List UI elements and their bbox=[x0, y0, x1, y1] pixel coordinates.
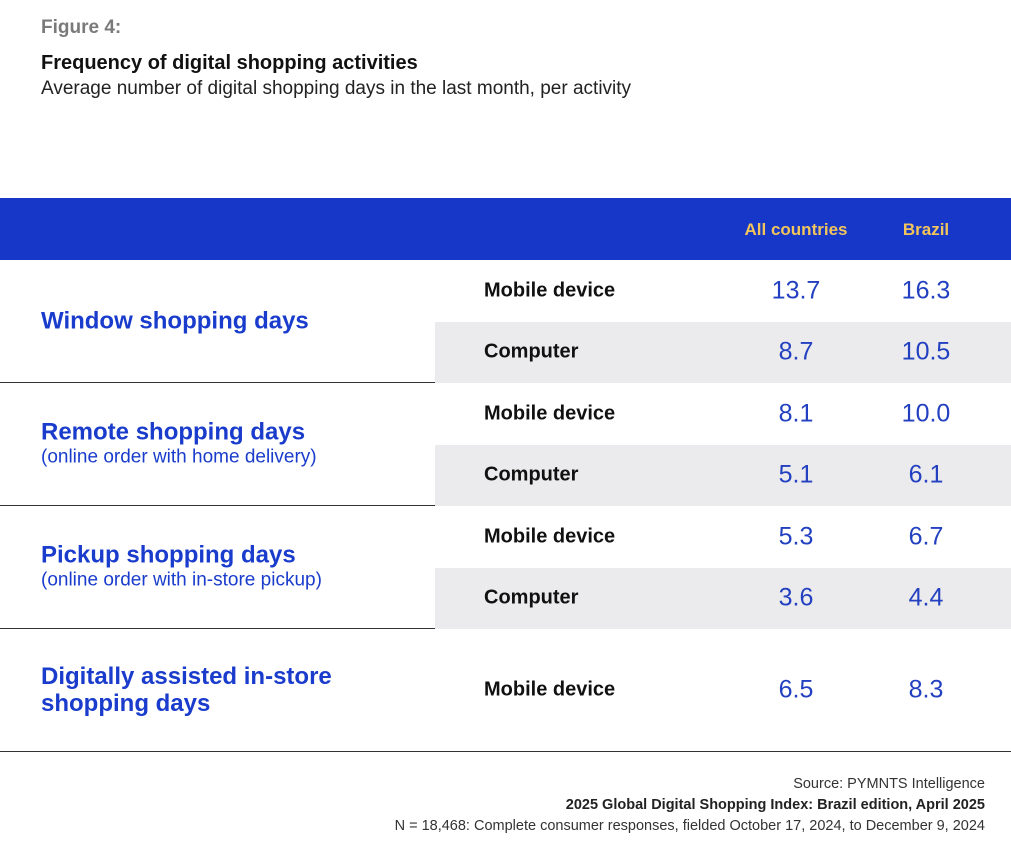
group-label: Window shopping days bbox=[41, 308, 309, 335]
group-label: Remote shopping days (online order with h… bbox=[41, 419, 317, 470]
table-group: Mobile device 6.5 8.3 Digitally assisted in… bbox=[0, 629, 1011, 752]
value-brazil: 10.0 bbox=[901, 399, 951, 428]
table-row: Computer 5.1 6.1 bbox=[435, 444, 1011, 506]
value-brazil: 6.7 bbox=[908, 522, 944, 551]
column-header-brazil: Brazil bbox=[902, 220, 950, 239]
group-note: (online order with home delivery) bbox=[41, 446, 317, 468]
device-label: Mobile device bbox=[484, 525, 616, 548]
group-name: Remote shopping days bbox=[41, 418, 306, 446]
device-label: Computer bbox=[484, 586, 579, 609]
figure-title: Frequency of digital shopping activities bbox=[41, 52, 418, 74]
value-brazil: 8.3 bbox=[908, 675, 944, 704]
value-all-countries: 5.1 bbox=[778, 460, 814, 489]
table-row: Mobile device 8.1 10.0 bbox=[435, 383, 1011, 445]
value-all-countries: 6.5 bbox=[778, 675, 814, 704]
figure-label: Figure 4: bbox=[41, 17, 122, 38]
value-brazil: 6.1 bbox=[908, 460, 944, 489]
sample-note: N = 18,468: Complete consumer responses,… bbox=[394, 818, 985, 834]
value-all-countries: 3.6 bbox=[778, 583, 814, 612]
value-brazil: 4.4 bbox=[908, 583, 944, 612]
table-group: Mobile device 5.3 6.7 Computer 3.6 4.4 Pickup … bbox=[0, 506, 1011, 629]
value-brazil: 10.5 bbox=[901, 337, 951, 366]
group-label: Digitally assisted in-store shopping day… bbox=[41, 663, 401, 717]
value-all-countries: 8.7 bbox=[778, 337, 814, 366]
group-name: Digitally assisted in-store shopping day… bbox=[41, 663, 332, 717]
report-note: 2025 Global Digital Shopping Index: Braz… bbox=[565, 797, 985, 813]
value-all-countries: 5.3 bbox=[778, 522, 814, 551]
group-note: (online order with in-store pickup) bbox=[41, 569, 322, 591]
table-row: Computer 8.7 10.5 bbox=[435, 321, 1011, 383]
group-name: Window shopping days bbox=[41, 307, 309, 335]
device-label: Mobile device bbox=[484, 402, 616, 425]
source-note: Source: PYMNTS Intelligence bbox=[793, 776, 985, 792]
table-row: Mobile device 5.3 6.7 bbox=[435, 506, 1011, 568]
figure-subtitle: Average number of digital shopping days … bbox=[41, 78, 632, 99]
group-label: Pickup shopping days (online order with i… bbox=[41, 542, 322, 593]
table-group: Mobile device 8.1 10.0 Computer 5.1 6.1 Remote… bbox=[0, 383, 1011, 506]
table-row: Mobile device 6.5 8.3 bbox=[435, 629, 1011, 751]
device-label: Computer bbox=[484, 463, 579, 486]
device-label: Computer bbox=[484, 340, 579, 363]
value-brazil: 16.3 bbox=[901, 276, 951, 305]
value-all-countries: 8.1 bbox=[778, 399, 814, 428]
group-name: Pickup shopping days bbox=[41, 541, 296, 569]
table-group: Mobile device 13.7 16.3 Computer 8.7 10.5 Wind… bbox=[0, 260, 1011, 383]
device-label: Mobile device bbox=[484, 279, 616, 302]
device-label: Mobile device bbox=[484, 678, 616, 701]
value-all-countries: 13.7 bbox=[771, 276, 821, 305]
table-header bbox=[0, 198, 1011, 260]
table-row: Mobile device 13.7 16.3 bbox=[435, 260, 1011, 322]
table-row: Computer 3.6 4.4 bbox=[435, 567, 1011, 629]
column-header-all-countries: All countries bbox=[744, 220, 848, 239]
